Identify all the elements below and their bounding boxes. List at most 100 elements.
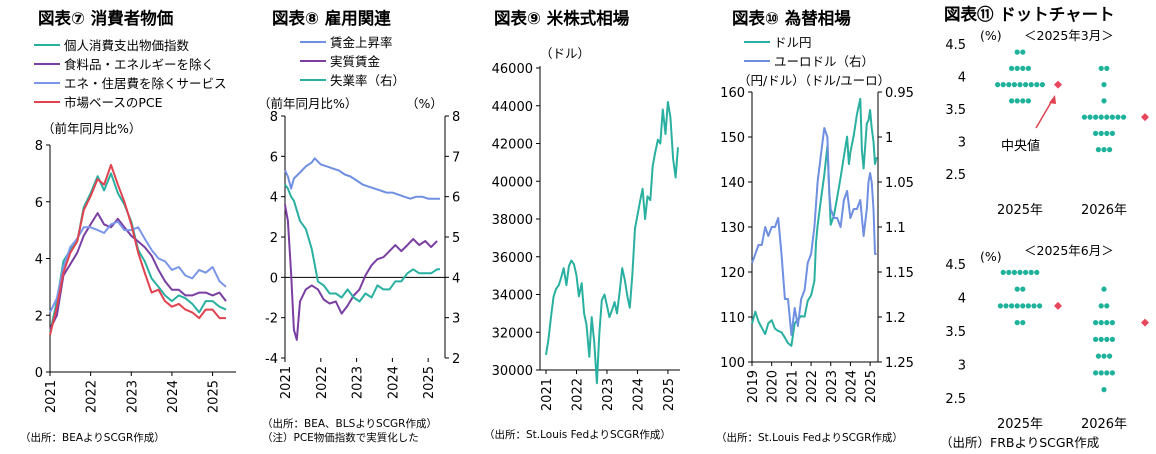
dot [1093,320,1099,326]
x-tick-label: 2023 [601,378,616,411]
y-tick-label: 42000 [492,138,533,153]
y-tick-label: 4 [270,191,278,206]
y-tick-label: 40000 [492,175,533,190]
x-tick-label: 2020 [766,370,781,403]
dot [1020,65,1026,71]
series-line-1 [751,97,878,347]
dot [1104,336,1110,342]
unit-label: （円/ドル）（ドル/ユーロ） [738,73,890,88]
dot [1104,65,1110,71]
legend-label: 失業率（右） [330,73,405,88]
dot [1014,49,1020,55]
y-tick-label: 44000 [492,100,533,115]
unit-label: (%) [980,249,1002,264]
dot [1104,370,1110,376]
y-tick-label: 2.5 [945,168,966,183]
y-tick-label: -4 [265,352,278,367]
median-arrow-line [1035,98,1054,129]
dot [1104,320,1110,326]
x-tick-label: 2021 [785,370,800,403]
y-tick-label: 7 [452,150,460,165]
x-tick-label: 2021 [44,380,59,413]
series-line-1 [545,101,679,385]
y-tick-label: 1.15 [885,266,914,281]
chart-title: 図表⑦ 消費者物価 [38,8,173,28]
y-tick-label: 8 [452,110,460,125]
y-tick-label: 130 [720,221,745,236]
dot [1011,269,1018,275]
series-line-1 [284,157,440,200]
legend-label: 個人消費支出物価指数 [64,38,190,53]
panel-subtitle: ＜2025年3月＞ [1024,28,1114,43]
dot [1093,130,1099,136]
x-tick-label: 2021 [279,366,294,399]
dot [1121,114,1127,120]
dot [1093,336,1099,342]
dot [1025,65,1031,71]
dot [1101,98,1107,104]
dot [1006,82,1012,88]
y-tick-label: 0 [35,366,43,381]
dot [1017,269,1023,275]
series-line-2 [284,204,438,341]
dot [1093,114,1099,120]
dot [1098,370,1104,376]
y-tick-label: 34000 [492,289,533,304]
y-tick-label: 160 [720,86,745,101]
dot [1109,320,1115,326]
y-tick-label: 4.5 [945,258,966,273]
dot [1003,303,1009,309]
x-axis-label: 2026年 [1081,203,1127,218]
chart-title: 図表⑧ 雇用関連 [272,8,391,28]
dot [1000,82,1006,88]
dot [1039,82,1045,88]
dot [1107,147,1113,153]
y-tick-label: 1.2 [885,311,906,326]
legend-label: ドル円 [774,35,812,50]
y-tick-label: 2.5 [945,392,966,407]
y-tick-label: 150 [720,131,745,146]
dot [1109,336,1115,342]
y-tick-label: 1.1 [885,221,906,236]
y-tick-label: 1 [885,131,893,146]
dot [1107,353,1113,359]
dot [995,82,1001,88]
dot [1025,98,1031,104]
dot [1101,147,1107,153]
y-tick-label: 0 [270,271,278,286]
dot [1109,114,1115,120]
dot [1087,114,1093,120]
series-line-4 [49,163,226,336]
dot [1025,303,1031,309]
dot [1104,114,1110,120]
y-tick-label: 6 [35,196,43,211]
x-tick-label: 2024 [386,366,401,399]
x-tick-label: 2024 [631,378,646,411]
y-tick-label: 32000 [492,326,533,341]
dot [1101,286,1107,292]
dot [1081,114,1087,120]
y-tick-label: 4 [958,71,966,86]
x-tick-label: 2022 [570,378,585,411]
dot [1037,303,1043,309]
x-tick-label: 2019 [746,370,761,403]
dot [1020,320,1026,326]
series-line-2 [751,127,877,336]
dot [1104,130,1110,136]
dot [1017,82,1023,88]
panel-us-stocks: 図表⑨ 米株式相場 （ドル） 46000 44000 42000 40000 38000… [484,8,680,441]
x-tick-label: 2022 [85,380,100,413]
dot [1000,269,1006,275]
y-tick-label: 30000 [492,364,533,379]
dot [1098,114,1104,120]
x-tick-label: 2025 [662,378,677,411]
source-note: （出所：BEA、BLSよりSCGR作成） [262,417,437,430]
y-tick-label: 6 [452,191,460,206]
series-line-3 [49,220,227,313]
dot [1109,370,1115,376]
dot [1098,130,1104,136]
x-tick-label: 2021 [540,378,555,411]
y-tick-label: 38000 [492,213,533,228]
